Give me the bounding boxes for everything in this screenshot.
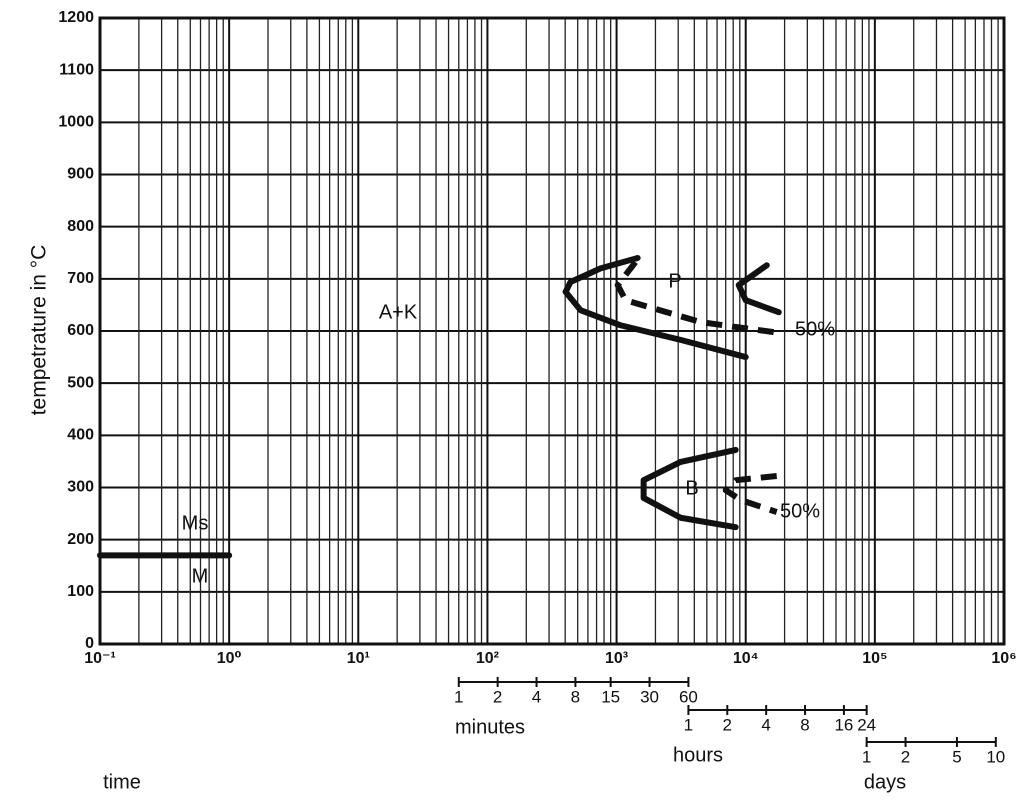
y-tick-label: 200: [67, 531, 94, 548]
time-scale-tick-label: 2: [723, 715, 732, 734]
curve: [562, 254, 749, 361]
annotation: 50%: [795, 318, 835, 340]
y-tick-label: 500: [67, 374, 94, 391]
time-scale-label: hours: [673, 744, 723, 766]
time-scale-tick-label: 60: [679, 687, 698, 706]
annotation: B: [685, 477, 698, 499]
y-tick-label: 600: [67, 322, 94, 339]
x-tick-label: 10²: [476, 650, 499, 667]
y-tick-label: 900: [67, 166, 94, 183]
annotation: M: [192, 565, 209, 587]
x-axis-label: time: [103, 771, 141, 793]
y-tick-label: 0: [85, 635, 94, 652]
time-scale-tick-label: 8: [571, 687, 580, 706]
plot-frame: [98, 16, 1006, 646]
time-scale-tick-label: 24: [857, 715, 876, 734]
time-scale-tick-label: 1: [454, 687, 463, 706]
y-axis-label: tempetrature in °C: [28, 245, 51, 416]
time-scale-label: days: [864, 771, 906, 793]
x-tick-label: 10⁻¹: [84, 650, 116, 667]
time-scale-tick-label: 4: [761, 715, 770, 734]
y-tick-label: 1200: [58, 9, 94, 26]
time-scale-tick-label: 16: [834, 715, 853, 734]
time-scale-tick-label: 5: [952, 747, 961, 766]
annotation: Ms: [182, 512, 209, 534]
x-tick-label: 10⁵: [862, 650, 887, 667]
annotation: 50%: [780, 500, 820, 522]
time-scale-tick-label: 2: [493, 687, 502, 706]
x-tick-label: 10⁴: [733, 650, 759, 667]
time-scale-tick-label: 8: [800, 715, 809, 734]
x-tick-label: 10³: [605, 650, 628, 667]
y-tick-label: 300: [67, 479, 94, 496]
time-scale-tick-label: 4: [532, 687, 541, 706]
y-tick-label: 800: [67, 218, 94, 235]
y-tick-label: 1000: [58, 114, 94, 131]
curve: [722, 473, 778, 515]
x-tick-label: 10⁶: [991, 650, 1016, 667]
time-scale-tick-label: 2: [901, 747, 910, 766]
y-tick-label: 400: [67, 427, 94, 444]
y-tick-label: 700: [67, 270, 94, 287]
time-scale-label: minutes: [455, 716, 525, 738]
annotation: P: [668, 270, 681, 292]
annotation: A+K: [379, 301, 418, 323]
x-tick-label: 10⁰: [217, 650, 242, 667]
time-scale-tick-label: 15: [601, 687, 620, 706]
curve: [735, 262, 782, 316]
time-scale-tick-label: 1: [862, 747, 871, 766]
y-tick-label: 100: [67, 583, 94, 600]
y-tick-label: 1100: [59, 61, 94, 78]
time-scale-tick-label: 10: [986, 747, 1005, 766]
time-scale-tick-label: 1: [684, 715, 693, 734]
time-scale-tick-label: 30: [640, 687, 659, 706]
x-tick-label: 10¹: [347, 650, 370, 667]
curve: [640, 446, 739, 531]
